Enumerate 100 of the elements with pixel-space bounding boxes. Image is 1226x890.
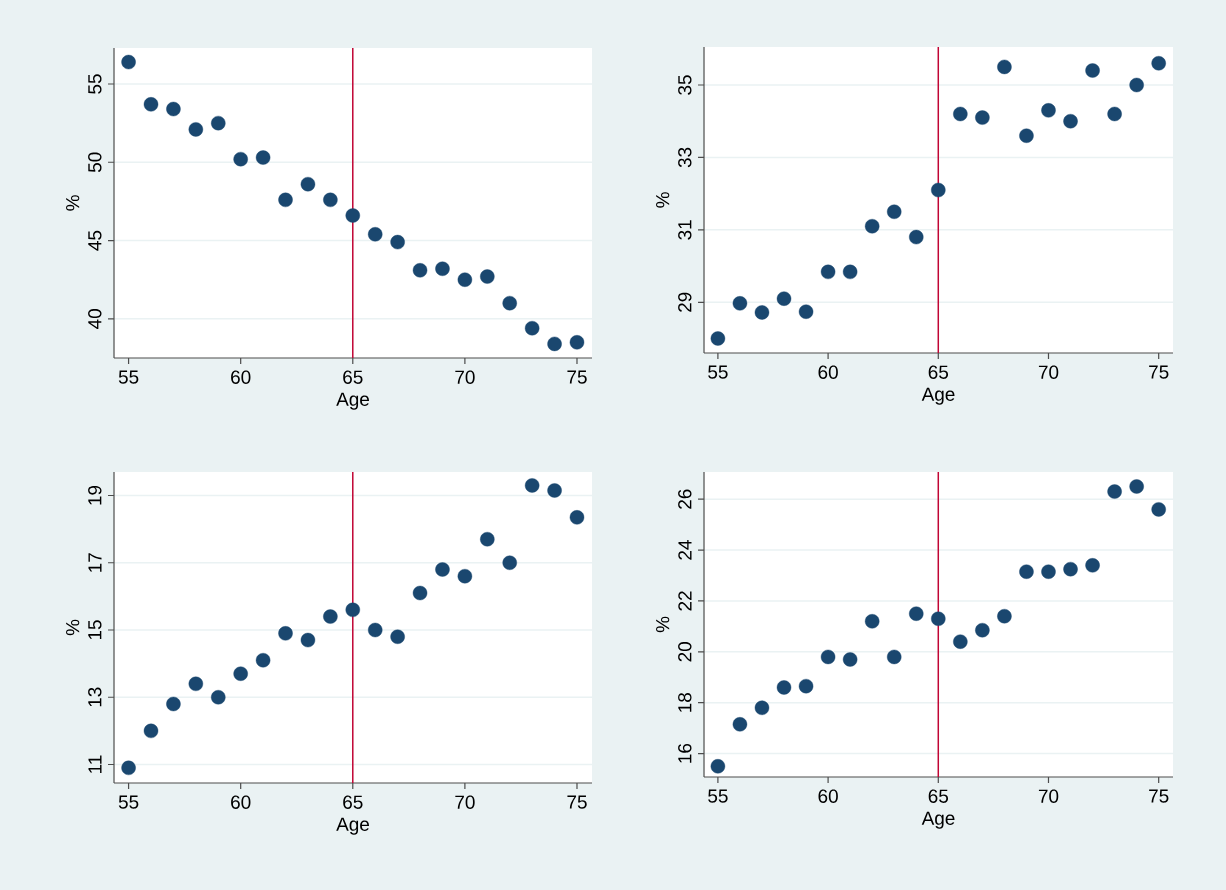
- point: [502, 555, 517, 570]
- point: [1107, 484, 1122, 499]
- point: [211, 690, 226, 705]
- point: [842, 652, 858, 667]
- x-tick-label: 65: [343, 370, 363, 384]
- point: [909, 229, 924, 245]
- point: [233, 666, 248, 681]
- point: [255, 653, 271, 668]
- point: [754, 305, 770, 320]
- point: [300, 176, 316, 192]
- point: [1129, 479, 1144, 494]
- point: [390, 234, 405, 250]
- y-axis-title: %: [66, 195, 80, 211]
- point: [1041, 564, 1056, 579]
- point: [909, 606, 924, 621]
- point: [435, 261, 450, 276]
- point: [368, 622, 383, 638]
- point: [569, 510, 585, 525]
- x-tick-label: 60: [818, 365, 838, 379]
- x-tick-label: 60: [231, 795, 251, 809]
- x-tick-label: 75: [1149, 789, 1169, 803]
- point: [211, 115, 226, 131]
- point: [412, 585, 428, 601]
- point: [864, 219, 880, 234]
- y-tick-label: 29: [678, 292, 692, 312]
- point: [887, 204, 902, 219]
- point: [390, 629, 405, 644]
- point: [143, 723, 159, 739]
- point: [732, 717, 748, 732]
- x-tick-label: 55: [708, 789, 728, 803]
- point: [776, 291, 792, 306]
- x-tick-label: 55: [118, 795, 139, 809]
- point: [1129, 77, 1144, 93]
- y-tick-label: 24: [678, 540, 692, 560]
- point: [1085, 558, 1100, 573]
- point: [524, 321, 540, 336]
- x-tick-label: 70: [1038, 789, 1059, 803]
- point: [166, 101, 181, 117]
- point: [798, 678, 814, 694]
- point: [732, 296, 748, 311]
- point: [710, 759, 726, 774]
- x-tick-label: 70: [455, 370, 475, 384]
- y-tick-label: 13: [88, 687, 102, 707]
- point: [457, 272, 473, 287]
- point: [975, 623, 990, 638]
- point: [931, 611, 946, 626]
- point: [1085, 63, 1100, 78]
- point: [547, 336, 562, 352]
- point: [1151, 56, 1166, 71]
- point: [842, 264, 858, 280]
- point: [1151, 502, 1166, 517]
- y-axis-title: %: [656, 616, 670, 633]
- point: [798, 304, 814, 319]
- x-tick-label: 65: [343, 795, 363, 809]
- point: [480, 532, 495, 547]
- point: [953, 106, 968, 122]
- point: [547, 483, 562, 498]
- point: [480, 269, 495, 284]
- point: [345, 208, 360, 223]
- x-tick-label: 75: [1149, 365, 1169, 379]
- point: [997, 59, 1012, 75]
- point: [1063, 561, 1078, 577]
- x-tick-label: 60: [231, 370, 251, 384]
- point: [345, 602, 360, 618]
- y-tick-label: 26: [678, 489, 692, 509]
- x-tick-label: 75: [567, 370, 587, 384]
- y-tick-label: 31: [678, 220, 692, 240]
- point: [255, 150, 271, 165]
- point: [1019, 564, 1034, 579]
- y-tick-label: 20: [678, 642, 692, 662]
- y-tick-label: 35: [678, 75, 692, 95]
- y-tick-label: 40: [88, 309, 102, 329]
- point: [776, 680, 792, 695]
- point: [143, 97, 159, 112]
- point: [997, 609, 1012, 624]
- x-axis-title: Age: [336, 817, 370, 835]
- y-tick-label: 55: [88, 74, 102, 94]
- point: [887, 649, 902, 665]
- y-axis-title: %: [656, 192, 670, 208]
- point: [1107, 106, 1122, 122]
- point: [569, 335, 585, 350]
- x-axis-title: Age: [921, 811, 955, 829]
- y-tick-label: 11: [88, 755, 102, 773]
- y-tick-label: 17: [88, 553, 102, 572]
- point: [188, 676, 204, 691]
- point: [1019, 128, 1034, 143]
- point: [754, 700, 770, 715]
- point: [820, 264, 836, 280]
- y-tick-label: 33: [678, 147, 692, 168]
- point: [457, 569, 473, 584]
- point: [166, 696, 181, 712]
- x-tick-label: 55: [708, 365, 728, 379]
- y-tick-label: 15: [88, 620, 102, 640]
- y-tick-label: 50: [88, 152, 102, 173]
- point: [435, 562, 450, 577]
- y-tick-label: 22: [678, 591, 692, 611]
- x-axis-title: Age: [921, 387, 955, 405]
- point: [323, 192, 338, 208]
- y-tick-label: 18: [678, 693, 692, 712]
- x-tick-label: 75: [567, 795, 587, 809]
